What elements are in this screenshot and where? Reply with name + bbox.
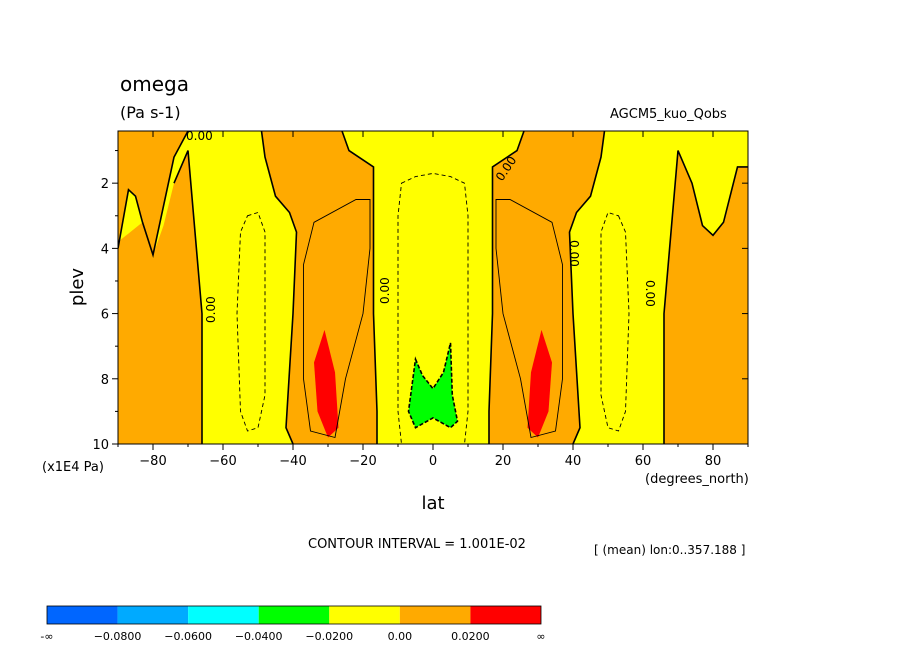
contour-label: 0.00 (186, 129, 213, 143)
mean-info: [ (mean) lon:0..357.188 ] (594, 543, 745, 557)
colorbar-swatch (117, 606, 189, 624)
zero-contour-nh-subtropic-east (663, 150, 748, 444)
zero-contour-nh-equatorward (488, 131, 525, 444)
y-tick-label: 10 (92, 438, 109, 453)
positive-omega-nh-polar (664, 150, 748, 444)
colorbar-label: 0.00 (388, 630, 413, 643)
negative-contour-sh-polar (236, 211, 266, 432)
chart-units: (Pa s-1) (120, 103, 181, 122)
positive-omega-sh-polar (118, 131, 188, 255)
colorbar-label: −0.0400 (235, 630, 283, 643)
x-axis-label: lat (421, 493, 444, 514)
contour-label: 0.00 (378, 277, 392, 304)
colorbar-label: 0.0200 (451, 630, 490, 643)
strong-ascent-sh (314, 329, 339, 438)
contour-label: 0.00 (204, 296, 218, 323)
y-tick-label: 8 (101, 373, 109, 388)
colorbar-swatch (399, 606, 471, 624)
x-axis: −80 −60 −40 −20 0 20 40 60 80 (117, 131, 749, 469)
colorbar-label: ∞ (536, 630, 545, 643)
contour-lines (118, 131, 748, 444)
zero-contour-sh (118, 131, 189, 258)
negative-contour-equator-inner (407, 342, 459, 429)
x-tick-label: 60 (635, 454, 652, 469)
x-tick-label: 0 (429, 454, 437, 469)
dataset-name: AGCM5_kuo_Qobs (610, 107, 727, 122)
strong-descent-equator (408, 342, 458, 428)
zero-contour-sh-subtropic-east (260, 131, 298, 444)
colorbar-swatch (47, 606, 118, 624)
negative-contour-equator (397, 172, 469, 444)
colorbar-swatch (329, 606, 400, 624)
x-tick-label: 80 (705, 454, 722, 469)
positive-omega-sh-polar-lower (118, 150, 202, 444)
colorbar-label: -∞ (40, 630, 53, 643)
colorbar-label: −0.0800 (94, 630, 142, 643)
x-tick-label: −40 (279, 454, 306, 469)
colorbar-frame (46, 605, 542, 625)
contour-label: 0.00 (643, 280, 657, 307)
zero-contour-nh-subtropic-west (568, 131, 606, 444)
x-tick-label: 20 (495, 454, 512, 469)
colorbar: -∞ −0.0800 −0.0600 −0.0400 −0.0200 0.00 0.0200… (40, 605, 546, 643)
y-tick-label: 4 (101, 242, 109, 257)
x-tick-label: −60 (209, 454, 236, 469)
y-axis-units: (x1E4 Pa) (42, 460, 104, 475)
negative-contour-nh-polar (600, 211, 630, 432)
colorbar-swatch (470, 606, 541, 624)
x-tick-label: −20 (349, 454, 376, 469)
positive-contour-sh (303, 199, 371, 439)
chart-title: omega (120, 72, 189, 96)
contour-interval: CONTOUR INTERVAL = 1.001E-02 (308, 537, 526, 552)
colorbar-swatch (258, 606, 330, 624)
x-tick-label: 40 (565, 454, 582, 469)
y-axis: 2 4 6 8 10 (92, 150, 748, 453)
colorbar-label: −0.0200 (305, 630, 353, 643)
zero-contour-sh-equatorward (341, 131, 378, 444)
zero-contour-sh-subtropic-west (173, 150, 203, 444)
y-tick-label: 2 (101, 177, 109, 192)
colorbar-label: −0.0600 (164, 630, 212, 643)
x-axis-units: (degrees_north) (645, 472, 749, 487)
colorbar-swatch (188, 606, 259, 624)
x-tick-label: −80 (139, 454, 166, 469)
strong-ascent-nh (527, 329, 552, 438)
y-tick-label: 6 (101, 308, 109, 323)
y-axis-label: plev (67, 268, 88, 307)
positive-contour-nh (495, 199, 563, 439)
contour-label: 0.00 (567, 240, 581, 267)
